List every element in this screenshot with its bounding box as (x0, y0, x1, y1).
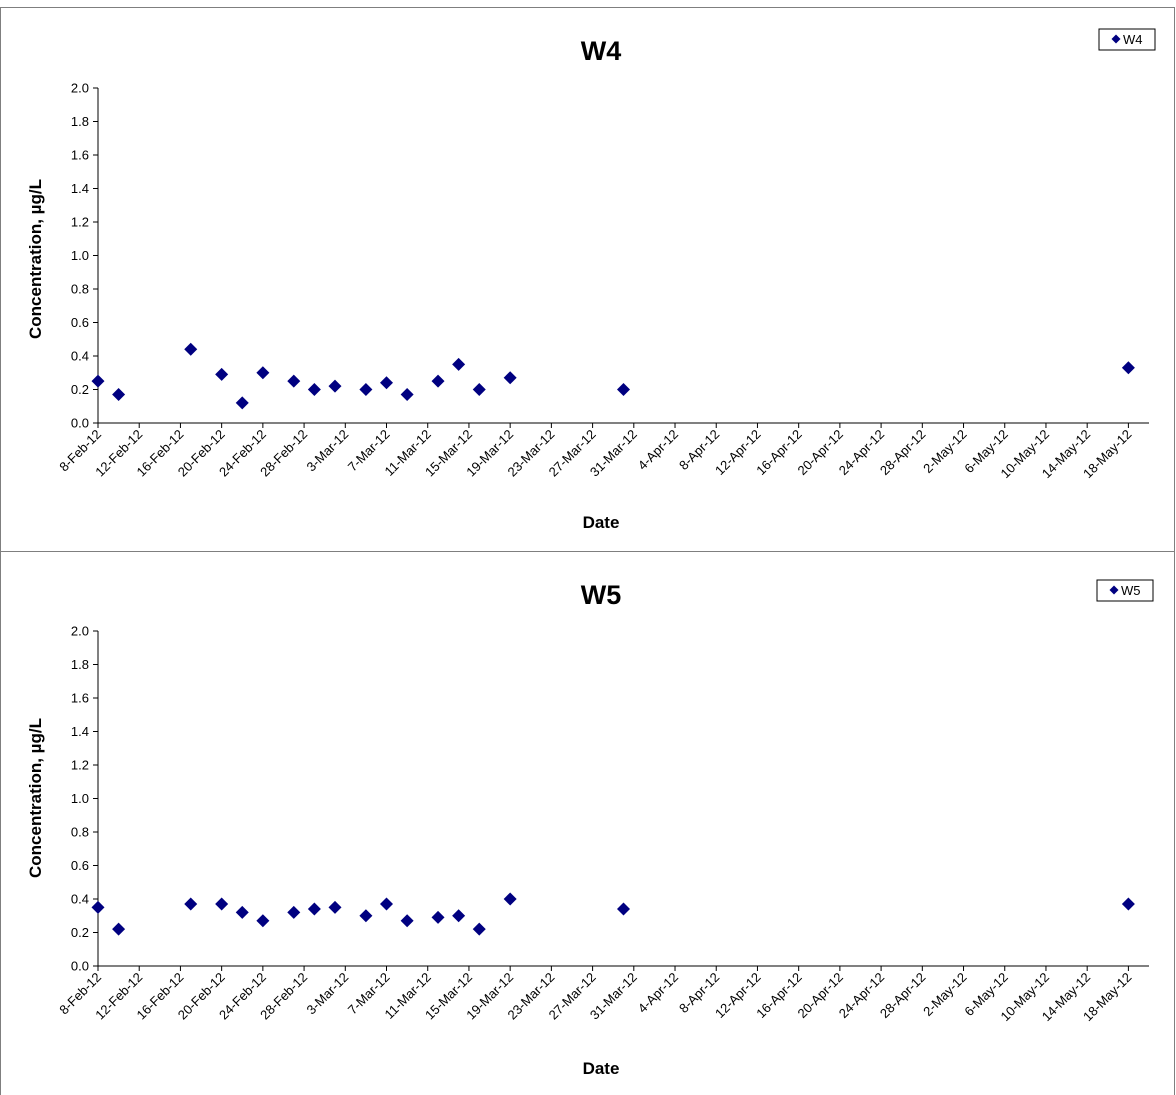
chart-panel-w5: W5 W5 Concentration, µg/L Date 0.0 0.2 0.4… (0, 551, 1175, 1095)
data-point (431, 910, 445, 924)
y-tick-label: 0.2 (71, 382, 89, 397)
y-tick-label: 0.2 (71, 925, 89, 940)
data-point (1121, 361, 1135, 375)
data-point (215, 367, 229, 381)
data-point (256, 914, 270, 928)
data-point (287, 905, 301, 919)
legend: W5 (1096, 579, 1154, 602)
y-tick-label: 2.0 (71, 81, 89, 96)
x-tick-label: 28-Apr-12 (877, 427, 928, 478)
data-point (380, 376, 394, 390)
data-point (503, 371, 517, 385)
data-point (112, 388, 126, 402)
y-tick-label: 1.0 (71, 248, 89, 263)
legend-diamond-icon (1109, 585, 1119, 595)
legend-label: W5 (1121, 583, 1141, 598)
data-point (328, 900, 342, 914)
data-point (215, 897, 229, 911)
data-point (184, 342, 198, 356)
y-axis-title: Concentration, µg/L (26, 718, 45, 878)
y-tick-label: 1.0 (71, 791, 89, 806)
y-tick-label: 0.6 (71, 315, 89, 330)
data-point (235, 905, 249, 919)
y-tick-label: 1.4 (71, 724, 89, 739)
y-tick-label: 1.4 (71, 181, 89, 196)
data-point (617, 383, 630, 396)
y-tick-label: 2.0 (71, 624, 89, 639)
y-tick-label: 1.6 (71, 691, 89, 706)
data-point (184, 897, 198, 911)
y-tick-label: 0.4 (71, 349, 89, 364)
data-point (359, 383, 373, 396)
y-tick-label: 0.0 (71, 959, 89, 974)
data-point (472, 922, 486, 936)
plot-area: 0.00.20.40.60.81.01.21.41.61.82.08-Feb-1… (56, 81, 1149, 481)
data-point (235, 396, 249, 410)
data-point (452, 357, 466, 371)
data-point (472, 383, 486, 396)
y-tick-label: 1.8 (71, 114, 89, 129)
data-point (452, 909, 466, 923)
chart-w5: W5 W5 Concentration, µg/L Date 0.0 0.2 0.4… (26, 579, 1154, 1078)
y-tick-label: 0.0 (71, 416, 89, 431)
legend-diamond-icon (1111, 34, 1121, 44)
data-point (307, 383, 321, 396)
data-point (617, 902, 630, 916)
y-tick-label: 0.8 (71, 825, 89, 840)
x-tick-label: 2-May-12 (920, 970, 969, 1019)
y-axis-title: Concentration, µg/L (26, 179, 45, 339)
data-point (431, 374, 445, 388)
legend-box (1098, 28, 1156, 51)
y-tick-label: 0.6 (71, 858, 89, 873)
x-tick-label: 3-Mar-12 (304, 427, 352, 475)
chart-w4: W4 W4 Concentration, µg/L Date 0.0 0.2 0.4… (26, 28, 1156, 532)
chart-title: W4 (581, 36, 622, 66)
data-point (380, 897, 394, 911)
x-tick-label: 3-Mar-12 (304, 970, 352, 1018)
x-tick-label: 4-Apr-12 (635, 970, 681, 1016)
data-point (503, 892, 517, 906)
data-point (359, 909, 373, 923)
y-tick-label: 0.4 (71, 892, 89, 907)
legend-box (1096, 579, 1154, 602)
data-point (400, 388, 414, 402)
data-point (112, 922, 126, 936)
data-point (328, 379, 342, 393)
data-point (287, 374, 301, 388)
chart-title: W5 (581, 580, 622, 610)
x-tick-label: 4-Apr-12 (635, 427, 681, 473)
legend-label: W4 (1123, 32, 1143, 47)
data-point (91, 900, 105, 914)
x-tick-label: 2-May-12 (920, 427, 969, 476)
chart-panel-w4: W4 W4 Concentration, µg/L Date 0.0 0.2 0.4… (0, 7, 1175, 552)
x-axis-title: Date (583, 513, 620, 532)
legend: W4 (1098, 28, 1156, 51)
x-tick-label: 28-Apr-12 (877, 970, 928, 1021)
data-point (256, 366, 270, 380)
y-tick-label: 1.6 (71, 148, 89, 163)
y-tick-label: 1.8 (71, 657, 89, 672)
y-tick-label: 1.2 (71, 215, 89, 230)
plot-area: 0.00.20.40.60.81.01.21.41.61.82.08-Feb-1… (56, 624, 1149, 1024)
data-point (307, 902, 321, 916)
x-axis-title: Date (583, 1059, 620, 1078)
data-point (91, 374, 105, 388)
y-tick-label: 1.2 (71, 758, 89, 773)
data-point (400, 914, 414, 928)
data-point (1121, 897, 1135, 911)
y-tick-label: 0.8 (71, 282, 89, 297)
